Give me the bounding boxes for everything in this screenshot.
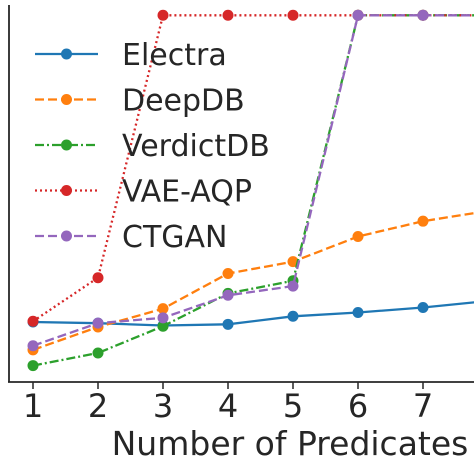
x-tick-label: 1 bbox=[23, 387, 43, 425]
series-line-deepdb bbox=[32, 211, 474, 351]
data-point-vae-aqp-3 bbox=[157, 9, 169, 21]
series-layer bbox=[27, 9, 474, 372]
data-point-deepdb-3 bbox=[157, 303, 169, 315]
data-point-vae-aqp-1 bbox=[27, 315, 39, 327]
data-point-electra-4 bbox=[222, 318, 234, 330]
series-line-verdictdb bbox=[32, 14, 474, 367]
data-point-deepdb-7 bbox=[417, 215, 429, 227]
x-ticks: 1 2 3 4 5 6 7 bbox=[23, 382, 433, 425]
legend: Electra DeepDB VerdictDB VAE-AQP CTGAN bbox=[35, 38, 270, 255]
legend-marker-verdictdb bbox=[61, 139, 72, 151]
legend-label-verdictdb: VerdictDB bbox=[122, 129, 270, 164]
data-point-vae-aqp-4 bbox=[222, 9, 234, 21]
legend-marker-electra bbox=[61, 48, 72, 60]
data-point-ctgan-5 bbox=[287, 280, 299, 292]
x-tick-label: 4 bbox=[218, 387, 238, 425]
x-axis-title: Number of Predicates bbox=[112, 424, 469, 463]
data-point-electra-7 bbox=[417, 302, 429, 314]
data-point-electra-5 bbox=[287, 310, 299, 322]
x-tick-label: 6 bbox=[348, 387, 368, 425]
data-point-electra-6 bbox=[352, 306, 364, 318]
data-point-verdictdb-2 bbox=[92, 347, 104, 359]
data-point-vae-aqp-5 bbox=[287, 9, 299, 21]
data-point-deepdb-4 bbox=[222, 268, 234, 280]
series-line-vae-aqp bbox=[32, 14, 474, 323]
data-point-verdictdb-1 bbox=[27, 360, 39, 372]
x-tick-label: 3 bbox=[153, 387, 173, 425]
data-point-ctgan-3 bbox=[157, 312, 169, 324]
data-point-deepdb-5 bbox=[287, 256, 299, 268]
data-point-ctgan-1 bbox=[27, 340, 39, 352]
data-point-verdictdb-3 bbox=[157, 320, 169, 332]
legend-label-deepdb: DeepDB bbox=[122, 84, 245, 119]
x-tick-label: 5 bbox=[283, 387, 303, 425]
data-point-ctgan-7 bbox=[417, 9, 429, 21]
legend-label-ctgan: CTGAN bbox=[122, 220, 227, 255]
data-point-vae-aqp-2 bbox=[92, 272, 104, 284]
legend-marker-vae-aqp bbox=[61, 185, 72, 196]
data-point-ctgan-2 bbox=[92, 317, 104, 329]
legend-label-electra: Electra bbox=[122, 38, 227, 73]
series-line-ctgan bbox=[32, 14, 474, 347]
legend-marker-ctgan bbox=[61, 230, 72, 242]
data-point-deepdb-6 bbox=[352, 230, 364, 242]
axes bbox=[8, 5, 474, 383]
legend-label-vae-aqp: VAE-AQP bbox=[122, 175, 252, 210]
data-point-ctgan-4 bbox=[222, 289, 234, 301]
x-tick-label: 2 bbox=[88, 387, 108, 425]
legend-marker-deepdb bbox=[61, 94, 72, 105]
x-tick-label: 7 bbox=[413, 387, 433, 425]
data-point-ctgan-6 bbox=[352, 9, 364, 21]
